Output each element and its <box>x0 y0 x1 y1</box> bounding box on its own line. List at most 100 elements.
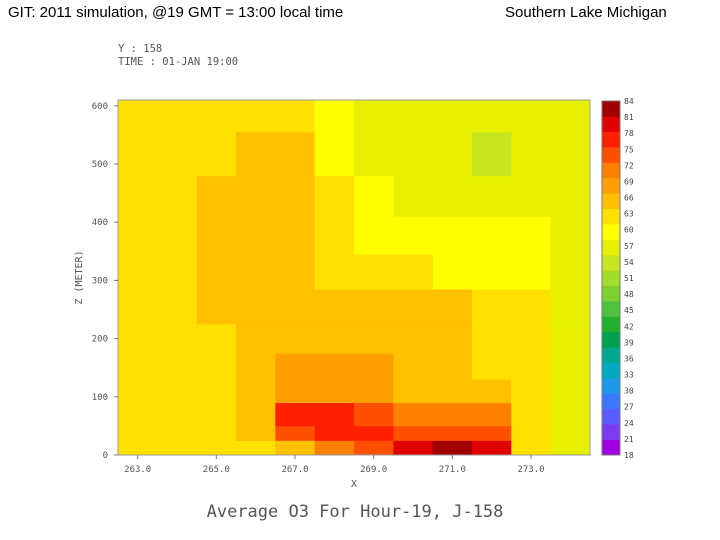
colorbar-label: 48 <box>624 290 634 299</box>
heatmap-cell <box>196 216 237 255</box>
heatmap-cell <box>511 100 552 133</box>
heatmap-cell <box>472 324 512 354</box>
heatmap-cell <box>314 175 355 217</box>
heatmap-cell <box>157 132 198 177</box>
heatmap-cell <box>354 324 394 354</box>
heatmap-cell <box>196 132 237 177</box>
heatmap-cell <box>432 100 473 133</box>
heatmap-cell <box>432 289 473 325</box>
heatmap-cell <box>314 440 355 456</box>
heatmap-cell <box>236 425 276 441</box>
colorbar-swatch <box>602 208 620 225</box>
x-tick-label: 271.0 <box>439 465 466 475</box>
colorbar-label: 54 <box>624 258 634 267</box>
heatmap-cell <box>550 425 591 441</box>
heatmap-cell <box>275 175 316 217</box>
x-axis-label: X <box>351 479 357 490</box>
heatmap-cell <box>354 425 394 441</box>
x-tick-label: 269.0 <box>360 465 387 475</box>
x-tick-label: 267.0 <box>281 465 308 475</box>
heatmap-cell <box>275 254 316 290</box>
heatmap-cell <box>314 289 355 325</box>
heatmap-cell <box>550 440 591 456</box>
heatmap-cell <box>472 289 512 325</box>
header-left-title: GIT: 2011 simulation, @19 GMT = 13:00 lo… <box>8 4 344 21</box>
colorbar-swatch <box>602 424 620 440</box>
heatmap-cell <box>393 254 434 290</box>
x-tick-label: 265.0 <box>203 465 230 475</box>
heatmap-cell <box>314 353 355 380</box>
heatmap-cell <box>236 402 276 427</box>
heatmap-cell <box>196 324 237 354</box>
heatmap-cell <box>314 254 355 290</box>
colorbar-label: 24 <box>624 419 634 428</box>
heatmap-cell <box>511 175 552 217</box>
colorbar-label: 36 <box>624 354 634 363</box>
heatmap-cell <box>157 379 198 404</box>
heatmap-cell <box>550 175 591 217</box>
heatmap-cell <box>472 100 512 133</box>
colorbar-swatch <box>602 254 620 271</box>
heatmap-cell <box>118 425 158 441</box>
heatmap-cell <box>393 324 434 354</box>
heatmap-cell <box>354 254 394 290</box>
heatmap-cell <box>432 379 473 404</box>
y-tick-label: 300 <box>92 276 108 286</box>
heatmap-cell <box>314 216 355 255</box>
heatmap-cell <box>118 254 158 290</box>
heatmap-cell <box>432 402 473 427</box>
colorbar-label: 30 <box>624 387 634 396</box>
heatmap-cell <box>157 402 198 427</box>
heatmap-cell <box>275 402 316 427</box>
heatmap-cell <box>236 175 276 217</box>
heatmap-cell <box>118 175 158 217</box>
heatmap-cell <box>432 324 473 354</box>
heatmap-cell <box>472 132 512 177</box>
heatmap-cell <box>432 132 473 177</box>
heatmap-cell <box>275 353 316 380</box>
heatmap-cell <box>196 440 237 456</box>
y-axis-label: Z (METER) <box>74 250 85 304</box>
heatmap-cell <box>236 216 276 255</box>
heatmap-cell <box>118 324 158 354</box>
meta-time-line: TIME : 01-JAN 19:00 <box>118 56 239 68</box>
colorbar-label: 39 <box>624 338 634 347</box>
heatmap-cell <box>432 216 473 255</box>
colorbar-swatch <box>602 147 620 163</box>
colorbar-label: 27 <box>624 403 634 412</box>
heatmap-cell <box>354 100 394 133</box>
heatmap-cell <box>236 353 276 380</box>
heatmap-cell <box>393 440 434 456</box>
heatmap-cell <box>354 353 394 380</box>
heatmap-cell <box>472 379 512 404</box>
heatmap-cell <box>393 132 434 177</box>
heatmap-cell <box>550 353 591 380</box>
heatmap-cell <box>432 425 473 441</box>
heatmap-cell <box>118 402 158 427</box>
heatmap-cell <box>472 254 512 290</box>
heatmap-cell <box>314 379 355 404</box>
y-tick-label: 500 <box>92 160 108 170</box>
heatmap-cell <box>157 254 198 290</box>
heatmap-cell <box>354 289 394 325</box>
heatmap-cell <box>275 425 316 441</box>
heatmap-cell <box>472 216 512 255</box>
heatmap-cell <box>275 379 316 404</box>
heatmap-cell <box>550 379 591 404</box>
x-tick-label: 273.0 <box>517 465 544 475</box>
colorbar-swatch <box>602 301 620 317</box>
heatmap-cell <box>432 440 473 456</box>
colorbar-swatch <box>602 116 620 133</box>
heatmap-cell <box>118 379 158 404</box>
heatmap-cell <box>314 324 355 354</box>
heatmap-cell <box>354 216 394 255</box>
heatmap-cell <box>275 324 316 354</box>
heatmap-cell <box>118 216 158 255</box>
heatmap-cell <box>236 254 276 290</box>
heatmap-cell <box>354 440 394 456</box>
heatmap-cell <box>157 216 198 255</box>
heatmap-cell <box>118 100 158 133</box>
heatmap-cell <box>511 379 552 404</box>
colorbar-swatch <box>602 101 620 117</box>
